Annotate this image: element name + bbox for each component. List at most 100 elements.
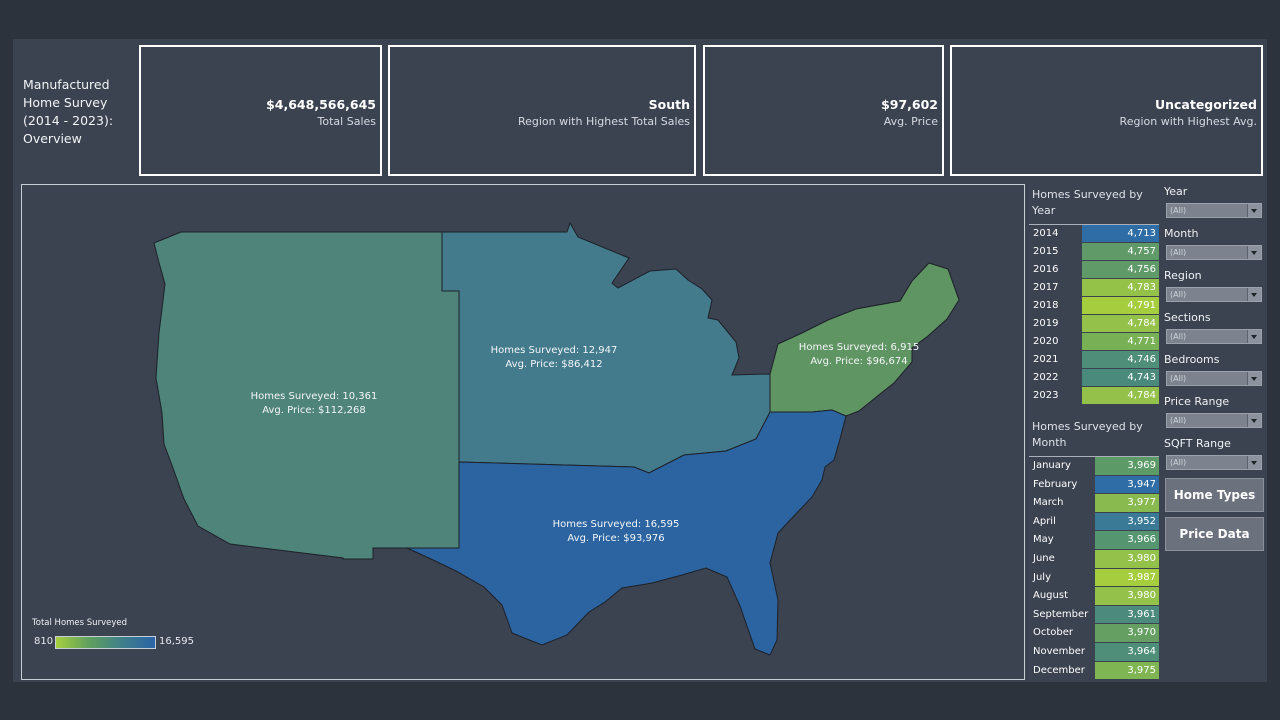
row-color-cell: 3,952 [1095, 512, 1159, 531]
row-key: December [1033, 664, 1085, 676]
row-value: 4,791 [1127, 300, 1156, 311]
filter-dropdown[interactable]: (All) [1166, 413, 1262, 428]
row-key: May [1033, 534, 1054, 546]
table-row[interactable]: June 3,980 [1029, 549, 1159, 569]
legend-title: Total Homes Surveyed [32, 618, 127, 628]
month-table: January 3,969 February 3,947 March 3,977 April… [1029, 456, 1159, 681]
table-row[interactable]: 2023 4,784 [1029, 387, 1159, 405]
table-row[interactable]: 2016 4,756 [1029, 261, 1159, 279]
row-color-cell: 3,964 [1095, 642, 1159, 661]
dropdown-value: (All) [1170, 458, 1187, 467]
chevron-down-icon[interactable] [1247, 204, 1261, 217]
table-row[interactable]: 2018 4,791 [1029, 297, 1159, 315]
filter-dropdown[interactable]: (All) [1166, 329, 1262, 344]
kpi-label: Avg. Price [883, 115, 938, 128]
row-value: 3,947 [1127, 478, 1156, 490]
row-key: April [1033, 515, 1056, 527]
filter-dropdown[interactable]: (All) [1166, 455, 1262, 470]
kpi-top-region-sales: South Region with Highest Total Sales [388, 45, 696, 176]
kpi-value: $4,648,566,645 [266, 97, 376, 112]
row-key: October [1033, 627, 1074, 639]
row-key: November [1033, 645, 1086, 657]
table-row[interactable]: August 3,980 [1029, 587, 1159, 606]
chevron-down-icon[interactable] [1247, 288, 1261, 301]
row-key: 2014 [1033, 228, 1059, 239]
table-row[interactable]: 2022 4,743 [1029, 369, 1159, 387]
table-row[interactable]: September 3,961 [1029, 605, 1159, 625]
table-row[interactable]: April 3,952 [1029, 512, 1159, 532]
kpi-avg-price: $97,602 Avg. Price [703, 45, 944, 176]
chevron-down-icon[interactable] [1247, 456, 1261, 469]
region-label-midwest: Homes Surveyed: 12,947 Avg. Price: $86,4… [490, 345, 618, 370]
table-row[interactable]: May 3,966 [1029, 531, 1159, 550]
table-row[interactable]: March 3,977 [1029, 494, 1159, 513]
row-color-cell: 4,771 [1082, 333, 1159, 350]
row-key: 2018 [1033, 300, 1059, 311]
row-key: 2015 [1033, 246, 1059, 257]
region-label-northeast: Homes Surveyed: 6,915 Avg. Price: $96,67… [798, 342, 920, 367]
row-key: August [1033, 590, 1068, 602]
table-row[interactable]: 2020 4,771 [1029, 333, 1159, 351]
chevron-down-icon[interactable] [1247, 414, 1261, 427]
dropdown-value: (All) [1170, 416, 1187, 425]
home-types-button[interactable]: Home Types [1165, 478, 1264, 512]
row-key: February [1033, 478, 1078, 490]
row-color-cell: 3,961 [1095, 605, 1159, 624]
month-table-title: Homes Surveyed by Month [1032, 420, 1143, 449]
row-value: 4,771 [1127, 336, 1156, 347]
row-value: 3,970 [1127, 627, 1156, 639]
kpi-value: Uncategorized [1154, 97, 1257, 112]
filter-label: Region [1164, 269, 1202, 282]
table-row[interactable]: October 3,970 [1029, 624, 1159, 643]
dropdown-value: (All) [1170, 290, 1187, 299]
filter-label: Year [1164, 185, 1188, 198]
row-value: 4,757 [1127, 246, 1156, 257]
chevron-down-icon[interactable] [1247, 246, 1261, 259]
table-row[interactable]: 2019 4,784 [1029, 315, 1159, 333]
table-row[interactable]: July 3,987 [1029, 568, 1159, 588]
chevron-down-icon[interactable] [1247, 330, 1261, 343]
row-color-cell: 3,970 [1095, 624, 1159, 642]
table-row[interactable]: 2017 4,783 [1029, 279, 1159, 297]
table-row[interactable]: 2015 4,757 [1029, 243, 1159, 261]
legend-max: 16,595 [159, 636, 194, 647]
filter-dropdown[interactable]: (All) [1166, 287, 1262, 302]
map-region-south[interactable] [406, 409, 847, 656]
row-value: 3,964 [1127, 645, 1156, 657]
row-value: 4,713 [1127, 228, 1156, 239]
kpi-value: South [648, 97, 690, 112]
row-key: September [1033, 608, 1089, 620]
row-key: 2020 [1033, 336, 1059, 347]
kpi-label: Total Sales [317, 115, 376, 128]
year-table: 2014 4,713 2015 4,757 2016 4,756 2017 4,783 2018… [1029, 224, 1159, 405]
row-value: 4,756 [1127, 264, 1156, 275]
kpi-total-sales: $4,648,566,645 Total Sales [139, 45, 382, 176]
year-table-title: Homes Surveyed by Year [1032, 188, 1143, 217]
row-value: 4,784 [1127, 318, 1156, 329]
filter-dropdown[interactable]: (All) [1166, 203, 1262, 218]
row-key: 2017 [1033, 282, 1059, 293]
row-color-cell: 4,784 [1082, 315, 1159, 332]
us-region-map[interactable]: Homes Surveyed: 10,361 Avg. Price: $112,… [21, 184, 1025, 680]
filter-dropdown[interactable]: (All) [1166, 371, 1262, 386]
table-row[interactable]: February 3,947 [1029, 475, 1159, 495]
chevron-down-icon[interactable] [1247, 372, 1261, 385]
table-row[interactable]: November 3,964 [1029, 642, 1159, 662]
row-key: July [1033, 571, 1051, 583]
table-header-line [1029, 456, 1159, 457]
filter-label: Bedrooms [1164, 353, 1220, 366]
filter-dropdown[interactable]: (All) [1166, 245, 1262, 260]
table-header-line [1029, 224, 1159, 225]
row-value: 3,980 [1127, 552, 1156, 564]
price-data-button[interactable]: Price Data [1165, 517, 1264, 551]
row-color-cell: 3,977 [1095, 494, 1159, 512]
row-value: 4,783 [1127, 282, 1156, 293]
row-color-cell: 4,743 [1082, 369, 1159, 386]
table-row[interactable]: January 3,969 [1029, 457, 1159, 476]
table-row[interactable]: December 3,975 [1029, 661, 1159, 681]
filter-label: Price Range [1164, 395, 1230, 408]
table-row[interactable]: 2014 4,713 [1029, 225, 1159, 243]
map-region-northeast[interactable] [769, 262, 960, 417]
table-row[interactable]: 2021 4,746 [1029, 351, 1159, 369]
kpi-value: $97,602 [881, 97, 938, 112]
